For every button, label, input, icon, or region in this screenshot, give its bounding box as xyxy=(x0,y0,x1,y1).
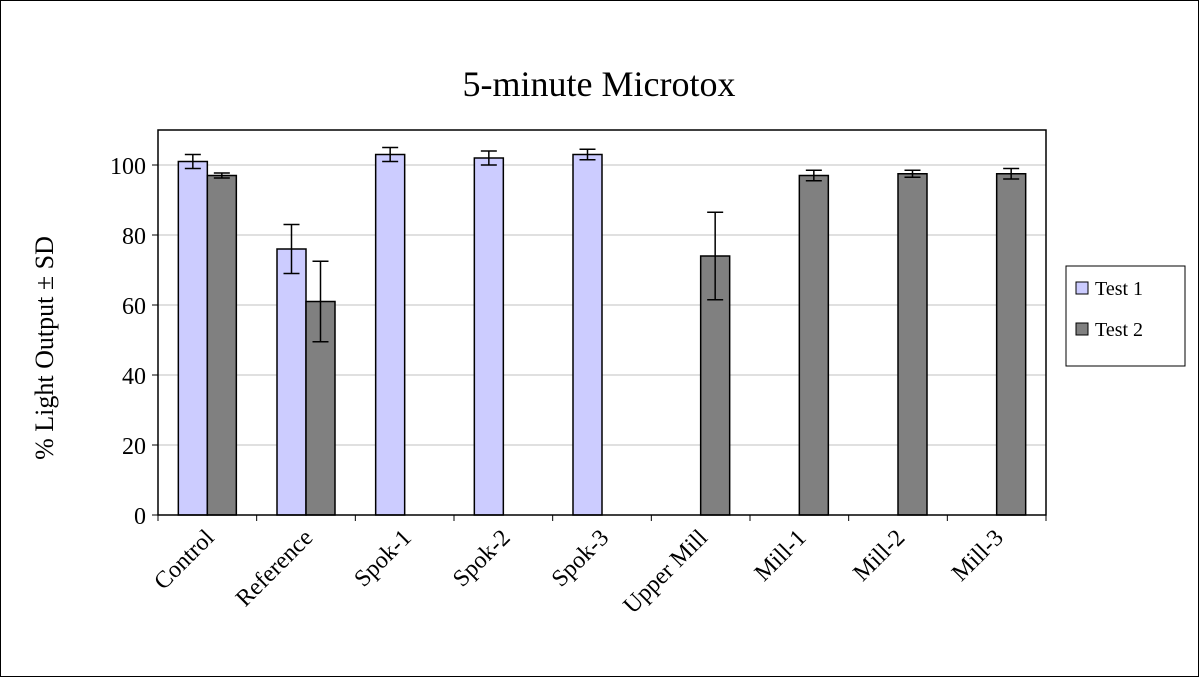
x-tick-label: Reference xyxy=(231,525,318,612)
x-tick-label: Mill-2 xyxy=(848,525,910,587)
bar-test-1 xyxy=(276,248,307,516)
x-tick-label: Upper Mill xyxy=(619,525,714,620)
bar-test-1 xyxy=(374,153,406,516)
y-tick-label: 80 xyxy=(122,224,146,250)
x-tick-label: Spok-1 xyxy=(349,525,416,592)
legend-label: Test 1 xyxy=(1095,278,1143,300)
bar-test-1 xyxy=(572,153,603,516)
plot-border xyxy=(157,129,1047,516)
y-axis-label: % Light Output ± SD xyxy=(30,236,59,460)
x-tick-label: Spok-3 xyxy=(547,525,614,592)
bar-test-2 xyxy=(897,173,928,516)
y-tick-label: 0 xyxy=(134,504,146,530)
y-tick-label: 20 xyxy=(122,434,146,460)
y-tick-label: 40 xyxy=(122,364,146,390)
chart-title: 5-minute Microtox xyxy=(463,64,736,104)
x-tick-label: Mill-1 xyxy=(750,525,812,587)
legend-label: Test 2 xyxy=(1095,319,1143,341)
x-tick-label: Control xyxy=(149,525,219,595)
bar-test-2 xyxy=(995,173,1027,516)
bar-test-1 xyxy=(473,157,505,516)
legend-swatch xyxy=(1075,281,1089,295)
bar-test-1 xyxy=(177,160,209,516)
plot-area: 0 20 40 60 80 100 Control Reference Spok-1 Spok-2… xyxy=(110,129,1047,620)
bar-test-2 xyxy=(798,174,830,516)
y-tick-label: 60 xyxy=(122,294,146,320)
x-tick-label: Spok-2 xyxy=(448,525,515,592)
x-tick-label: Mill-3 xyxy=(947,525,1009,587)
bar-test-2 xyxy=(206,174,238,516)
y-tick-label: 100 xyxy=(110,154,146,180)
legend-swatch xyxy=(1075,322,1089,336)
legend: Test 1 Test 2 xyxy=(1065,265,1186,367)
